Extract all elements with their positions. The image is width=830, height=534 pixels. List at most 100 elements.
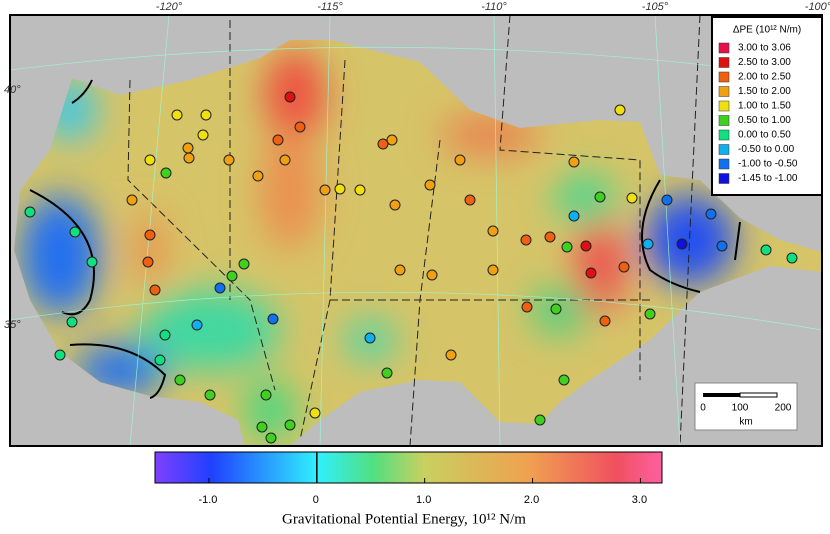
station xyxy=(226,270,238,282)
station xyxy=(644,308,656,320)
station xyxy=(544,231,556,243)
station xyxy=(319,184,331,196)
legend-label: -1.00 to -0.50 xyxy=(738,159,798,170)
station xyxy=(174,374,186,386)
legend-swatch xyxy=(718,100,730,112)
legend-title: ΔPE (10¹² N/m) xyxy=(733,25,801,36)
lat-label: 40° xyxy=(4,84,21,96)
station xyxy=(377,138,389,150)
state-borders xyxy=(127,14,701,447)
station xyxy=(760,244,772,256)
station xyxy=(487,225,499,237)
station xyxy=(126,194,138,206)
station xyxy=(260,389,272,401)
station xyxy=(394,264,406,276)
lon-label: -105° xyxy=(642,1,669,13)
colorbar: -1.0 0 1.0 2.0 3.0 xyxy=(154,451,663,506)
station xyxy=(144,229,156,241)
station xyxy=(389,199,401,211)
legend-swatch xyxy=(718,86,730,97)
legend-swatch xyxy=(718,42,730,54)
colorbar-tick-label: 2.0 xyxy=(524,494,539,506)
station xyxy=(294,121,306,133)
station xyxy=(661,194,673,206)
station xyxy=(86,256,98,268)
legend-label: 2.00 to 2.50 xyxy=(738,72,791,83)
colorbar-tick-label: 0 xyxy=(313,494,319,506)
lon-label: -115° xyxy=(317,1,343,13)
station xyxy=(272,134,284,146)
station xyxy=(334,183,346,195)
station xyxy=(561,241,573,253)
lon-label: -120° xyxy=(156,1,183,13)
station xyxy=(160,167,172,179)
station xyxy=(364,332,376,344)
graticule xyxy=(9,14,823,447)
map-frame xyxy=(9,14,823,447)
station xyxy=(267,313,279,325)
station xyxy=(159,329,171,341)
colorbar-tick-label: 3.0 xyxy=(632,494,647,506)
legend-swatch xyxy=(718,144,730,155)
station xyxy=(279,154,291,166)
lat-label: 35° xyxy=(4,319,21,331)
station xyxy=(238,258,250,270)
station xyxy=(642,238,654,250)
station xyxy=(142,256,154,268)
scale-label: 200 xyxy=(775,403,792,414)
station xyxy=(705,208,717,220)
station xyxy=(716,240,728,252)
legend-swatch xyxy=(718,158,730,170)
station xyxy=(171,109,183,121)
legend-label: 3.00 to 3.06 xyxy=(738,43,791,54)
station xyxy=(182,142,194,154)
station xyxy=(354,184,366,196)
station xyxy=(154,354,166,366)
colorbar-tick-label: -1.0 xyxy=(198,494,217,506)
station xyxy=(386,134,398,146)
station xyxy=(265,432,277,444)
legend-swatch xyxy=(718,173,730,184)
station xyxy=(786,252,798,264)
legend-label: 1.50 to 2.00 xyxy=(738,86,791,97)
station xyxy=(580,240,592,252)
station xyxy=(284,419,296,431)
station xyxy=(454,154,466,166)
station xyxy=(585,267,597,279)
station xyxy=(149,284,161,296)
legend-label: 0.50 to 1.00 xyxy=(738,115,791,126)
legend-swatch xyxy=(718,57,730,68)
station xyxy=(550,303,562,315)
station xyxy=(424,179,436,191)
scale-label: 100 xyxy=(732,403,749,414)
station xyxy=(676,238,688,250)
station xyxy=(381,367,393,379)
legend-label: 2.50 to 3.00 xyxy=(738,57,791,68)
scale-bar: 0 100 200 km xyxy=(694,382,798,431)
station xyxy=(183,152,195,164)
station xyxy=(534,414,546,426)
station xyxy=(568,156,580,168)
station xyxy=(66,316,78,328)
station xyxy=(69,226,81,238)
legend-label: 0.00 to 0.50 xyxy=(738,130,791,141)
station xyxy=(54,349,66,361)
station xyxy=(464,194,476,206)
station xyxy=(214,282,226,294)
colorbar-title: Gravitational Potential Energy, 10¹² N/m xyxy=(282,511,526,527)
legend-label: -1.45 to -1.00 xyxy=(738,173,798,184)
station xyxy=(520,234,532,246)
station xyxy=(626,192,638,204)
contours xyxy=(29,79,741,399)
scale-label: 0 xyxy=(700,403,706,414)
station xyxy=(256,421,268,433)
legend-swatch xyxy=(718,129,730,141)
station xyxy=(223,154,235,166)
station xyxy=(284,91,296,103)
legend-label: -0.50 to 0.00 xyxy=(738,144,795,155)
station xyxy=(521,301,533,313)
station xyxy=(594,191,606,203)
station xyxy=(487,264,499,276)
station xyxy=(252,170,264,182)
